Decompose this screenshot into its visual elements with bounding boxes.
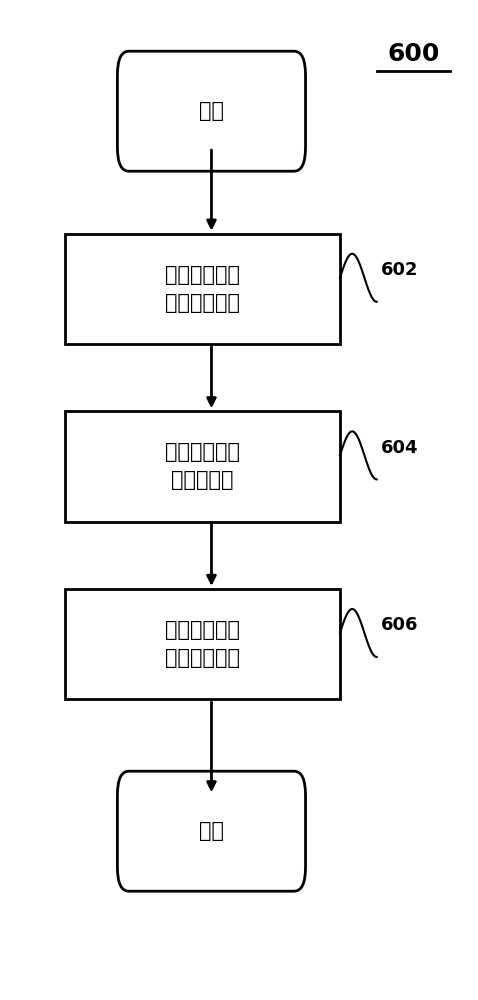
Text: 602: 602 (381, 261, 419, 279)
Bar (65, 234, 340, 344)
Text: 在衬底中电镀
第一导电通路: 在衬底中电镀 第一导电通路 (165, 265, 240, 313)
Text: 在衬底中电镀
第二导电通路: 在衬底中电镀 第二导电通路 (165, 620, 240, 668)
Bar (65, 589, 340, 699)
Text: 开始: 开始 (199, 101, 224, 121)
Text: 604: 604 (381, 439, 419, 457)
Bar (65, 411, 340, 522)
FancyBboxPatch shape (118, 771, 305, 891)
Text: 600: 600 (387, 42, 440, 66)
Text: 606: 606 (381, 616, 419, 634)
Text: 在衬底上安置
非导电涂层: 在衬底上安置 非导电涂层 (165, 442, 240, 490)
FancyBboxPatch shape (118, 51, 305, 171)
Text: 结束: 结束 (199, 821, 224, 841)
